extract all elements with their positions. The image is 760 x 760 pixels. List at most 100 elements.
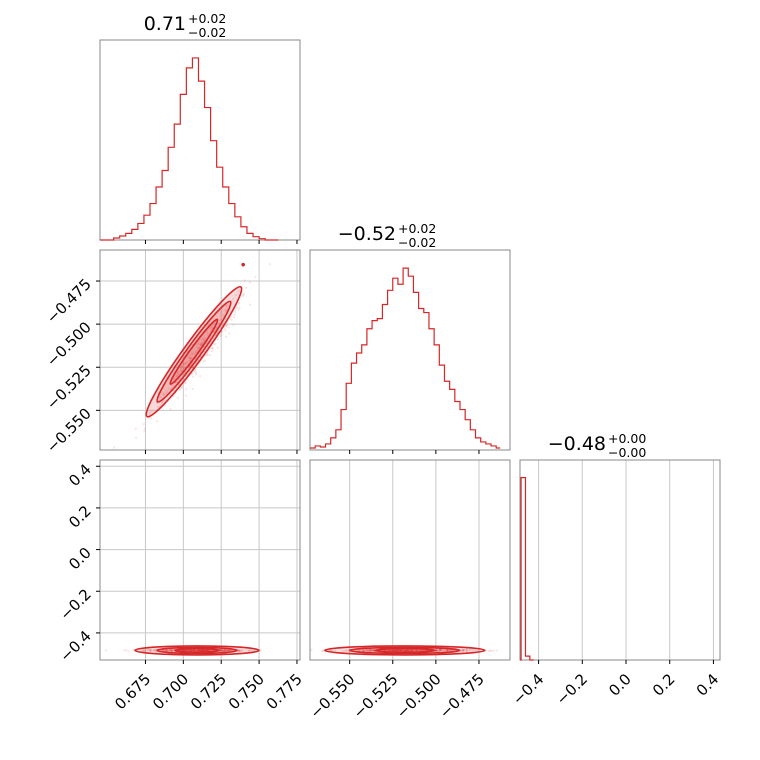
sample-point	[170, 648, 173, 651]
sample-point	[225, 305, 228, 308]
sample-point	[446, 649, 449, 652]
sample-point	[200, 649, 204, 652]
sample-point	[205, 330, 208, 333]
sample-point	[393, 649, 397, 652]
sample-point	[176, 396, 179, 399]
sample-point	[148, 411, 151, 415]
sample-point	[194, 649, 198, 652]
sample-point	[226, 304, 229, 307]
sample-point	[180, 367, 183, 370]
sample-point	[404, 649, 407, 652]
sample-point	[150, 649, 153, 652]
sample-point	[184, 649, 187, 652]
sample-point	[212, 343, 216, 346]
sample-point	[361, 649, 364, 652]
sample-point	[203, 649, 207, 652]
sample-point	[400, 649, 403, 652]
sample-point	[238, 306, 241, 309]
sample-point	[393, 649, 396, 652]
sample-point	[188, 649, 192, 652]
sample-point	[390, 649, 393, 652]
sample-point	[196, 649, 199, 652]
sample-point	[166, 649, 169, 652]
sample-point	[150, 417, 153, 420]
sample-point	[435, 649, 438, 652]
sample-point	[170, 648, 173, 652]
sample-point	[409, 649, 412, 652]
sample-point	[396, 649, 399, 652]
sample-point	[170, 649, 174, 652]
sample-point	[394, 648, 397, 652]
sample-point	[412, 649, 415, 652]
sample-point	[370, 649, 373, 653]
sample-point	[366, 648, 370, 651]
sample-point	[196, 346, 199, 349]
sample-point	[372, 649, 375, 652]
sample-point	[463, 648, 466, 652]
sample-point	[193, 369, 197, 372]
sample-point	[362, 649, 365, 652]
sample-point	[201, 649, 205, 652]
sample-point	[439, 649, 442, 652]
sample-point	[190, 353, 193, 356]
sample-point	[237, 301, 240, 304]
sample-point	[193, 649, 196, 652]
sample-point	[176, 372, 179, 375]
sample-point	[225, 335, 228, 338]
sample-point	[404, 649, 407, 652]
sample-point	[199, 649, 202, 652]
sample-point	[248, 648, 251, 652]
sample-point	[187, 649, 190, 652]
panel-frame	[309, 459, 511, 661]
sample-point	[191, 387, 194, 391]
sample-point	[341, 649, 344, 653]
sample-point	[197, 649, 200, 652]
histogram-hist_2: −0.48 +0.00−0.00 −0.4 −0.2 0.0 0.2 0.4	[509, 431, 722, 709]
sample-point	[410, 648, 413, 652]
sample-point	[165, 392, 168, 395]
sample-point	[206, 353, 209, 356]
sample-point	[171, 649, 174, 652]
sample-point	[211, 347, 214, 350]
sample-point	[188, 649, 191, 652]
sample-point	[201, 649, 204, 652]
sample-point	[148, 649, 152, 652]
sample-point	[223, 649, 226, 652]
sample-point	[165, 648, 168, 651]
sample-point	[407, 649, 410, 652]
sample-point	[182, 363, 185, 366]
sample-point	[405, 649, 409, 652]
sample-point	[188, 649, 191, 652]
histogram-step-hist_0	[100, 57, 279, 241]
sample-point	[200, 343, 203, 346]
density-scatter_2_1: −0.550−0.525−0.500−0.475	[307, 459, 511, 722]
sample-point	[162, 392, 165, 395]
panel-title-minus: −0.00	[608, 445, 646, 460]
sample-point	[190, 649, 193, 652]
sample-point	[222, 322, 225, 325]
sample-point	[207, 649, 210, 652]
sample-point	[394, 649, 397, 652]
sample-point	[220, 649, 223, 652]
sample-point	[164, 404, 167, 407]
sample-point	[219, 650, 222, 653]
sample-point	[362, 649, 366, 652]
sample-point	[195, 343, 198, 346]
panel-title-plus: +0.02	[398, 221, 436, 236]
x-tick-label: −0.2	[553, 670, 591, 708]
x-tick-label: −0.525	[350, 670, 402, 722]
sample-point	[438, 648, 441, 651]
sample-point	[372, 649, 375, 652]
sample-point	[237, 649, 240, 652]
sample-point	[461, 649, 464, 652]
sample-point	[226, 649, 229, 652]
sample-point	[401, 649, 404, 652]
sample-point	[200, 649, 203, 652]
sample-point	[469, 648, 472, 651]
sample-point	[180, 370, 183, 373]
sample-point	[180, 365, 183, 368]
sample-point	[166, 391, 169, 394]
sample-point	[197, 649, 200, 652]
sample-point	[204, 336, 207, 340]
sample-point	[402, 649, 405, 652]
